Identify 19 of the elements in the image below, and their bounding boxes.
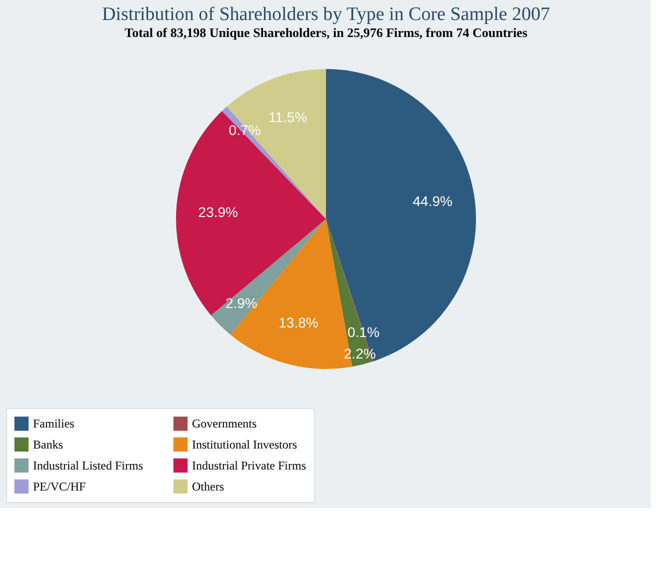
data-label: 23.9% <box>198 204 238 220</box>
legend-label: Industrial Private Firms <box>192 458 306 472</box>
pie-slice <box>176 110 326 316</box>
legend-label: Industrial Listed Firms <box>33 458 144 472</box>
legend-label: Governments <box>192 416 257 431</box>
legend-label: Banks <box>33 438 64 452</box>
data-label: 0.7% <box>228 122 261 138</box>
chart-subtitle: Total of 83,198 Unique Shareholders, in 25,976 Firms, from 74 Countries <box>124 25 528 40</box>
legend-label: Others <box>192 480 224 494</box>
chart-title: Distribution of Shareholders by Type in Core Sample 2007 <box>102 4 550 25</box>
pie-slice <box>211 219 326 335</box>
legend-label: Families <box>33 416 75 431</box>
data-label: 11.5% <box>268 108 308 125</box>
pie-slice <box>326 69 476 362</box>
data-label: 44.9% <box>412 192 452 209</box>
legend-label: Institutional Investors <box>192 438 298 452</box>
legend-label: PE/VC/HF <box>33 480 86 494</box>
data-label: 0.1% <box>347 324 380 340</box>
data-label: 13.8% <box>278 314 318 330</box>
